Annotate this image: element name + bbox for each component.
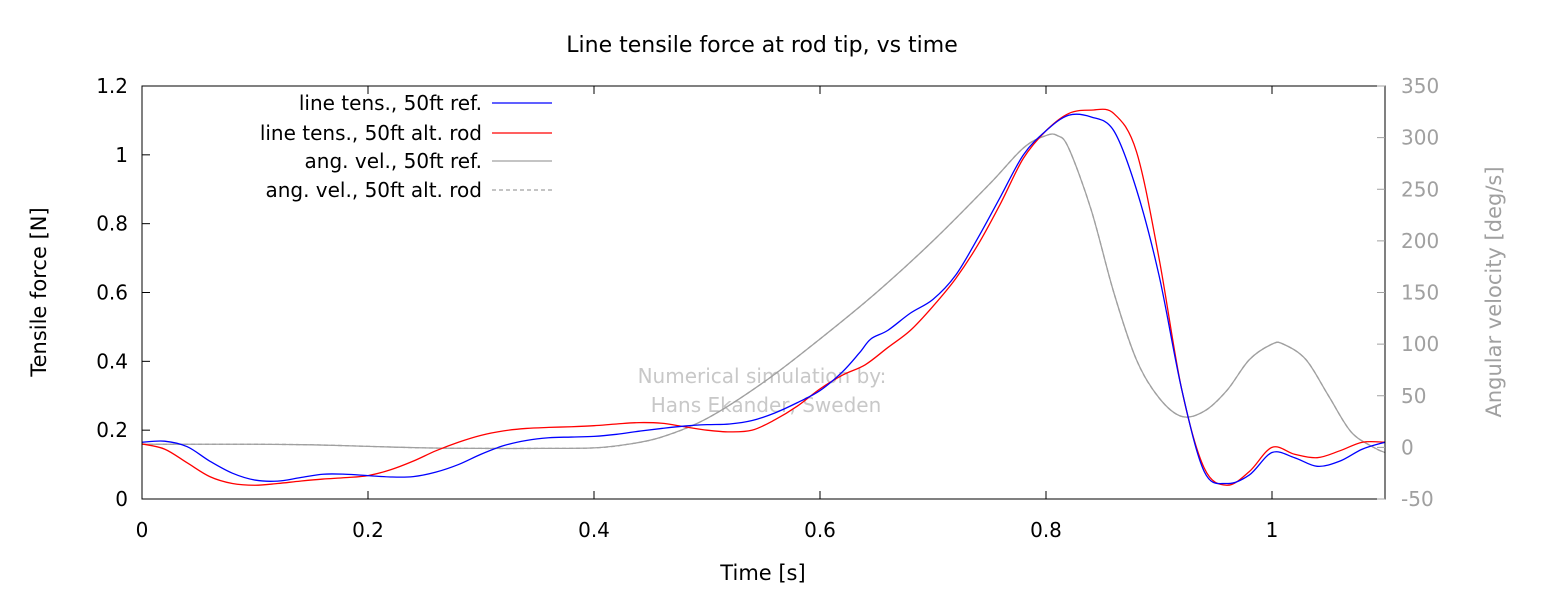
y-tick-label: 0.6 (96, 281, 128, 305)
y2-tick-label: 250 (1401, 177, 1439, 201)
legend-entry-ref-angvel: ang. vel., 50ft ref. (305, 149, 552, 173)
y-axis-left: 0 0.2 0.4 0.6 0.8 1 1.2 (96, 74, 150, 511)
y-tick-label: 0.2 (96, 418, 128, 442)
legend-entry-ref-tension: line tens., 50ft ref. (299, 91, 552, 115)
legend-label: line tens., 50ft ref. (299, 91, 482, 115)
x-axis-title: Time [s] (719, 561, 805, 585)
plot-lines (141, 108, 1386, 486)
plot-frame (141, 85, 1386, 500)
y2-tick-label: -50 (1401, 487, 1434, 511)
y2-tick-label: 150 (1401, 281, 1439, 305)
chart-title: Line tensile force at rod tip, vs time (566, 33, 958, 58)
y-tick-label: 0.4 (96, 349, 128, 373)
y-axis-title: Tensile force [N] (27, 207, 51, 377)
series-line-4 (142, 133, 1386, 454)
y2-tick-label: 0 (1401, 435, 1414, 459)
y-axis-right: -50 0 50 100 150 200 250 300 350 (1377, 74, 1439, 511)
y2-axis-title: Angular velocity [deg/s] (1482, 166, 1506, 417)
y2-tick-label: 200 (1401, 229, 1439, 253)
x-tick-label: 1 (1266, 518, 1279, 542)
y2-tick-label: 300 (1401, 126, 1439, 150)
x-tick-label: 0.4 (578, 518, 610, 542)
y-tick-label: 1 (115, 143, 128, 167)
legend-label: ang. vel., 50ft ref. (305, 149, 482, 173)
y2-tick-label: 350 (1401, 74, 1439, 98)
x-tick-label: 0.8 (1030, 518, 1062, 542)
watermark-line-1: Numerical simulation by: (638, 364, 887, 388)
y-tick-label: 0 (115, 487, 128, 511)
y-tick-label: 0.8 (96, 212, 128, 236)
y2-tick-label: 50 (1401, 384, 1426, 408)
x-tick-label: 0.6 (804, 518, 836, 542)
legend-label: ang. vel., 50ft alt. rod (265, 178, 482, 202)
x-tick-label: 0 (136, 518, 149, 542)
watermark-line-2: Hans Ekander, Sweden (651, 393, 882, 417)
x-axis: 0 0.2 0.4 0.6 0.8 1 (136, 86, 1279, 542)
series-line-1 (141, 113, 1386, 485)
legend-label: line tens., 50ft alt. rod (260, 121, 482, 145)
legend-entry-alt-tension: line tens., 50ft alt. rod (260, 121, 552, 145)
legend: line tens., 50ft ref. line tens., 50ft a… (260, 91, 552, 202)
watermark: Numerical simulation by: Hans Ekander, S… (638, 364, 887, 417)
x-tick-label: 0.2 (352, 518, 384, 542)
y-tick-label: 1.2 (96, 74, 128, 98)
legend-entry-alt-angvel: ang. vel., 50ft alt. rod (265, 178, 552, 202)
y2-tick-label: 100 (1401, 332, 1439, 356)
